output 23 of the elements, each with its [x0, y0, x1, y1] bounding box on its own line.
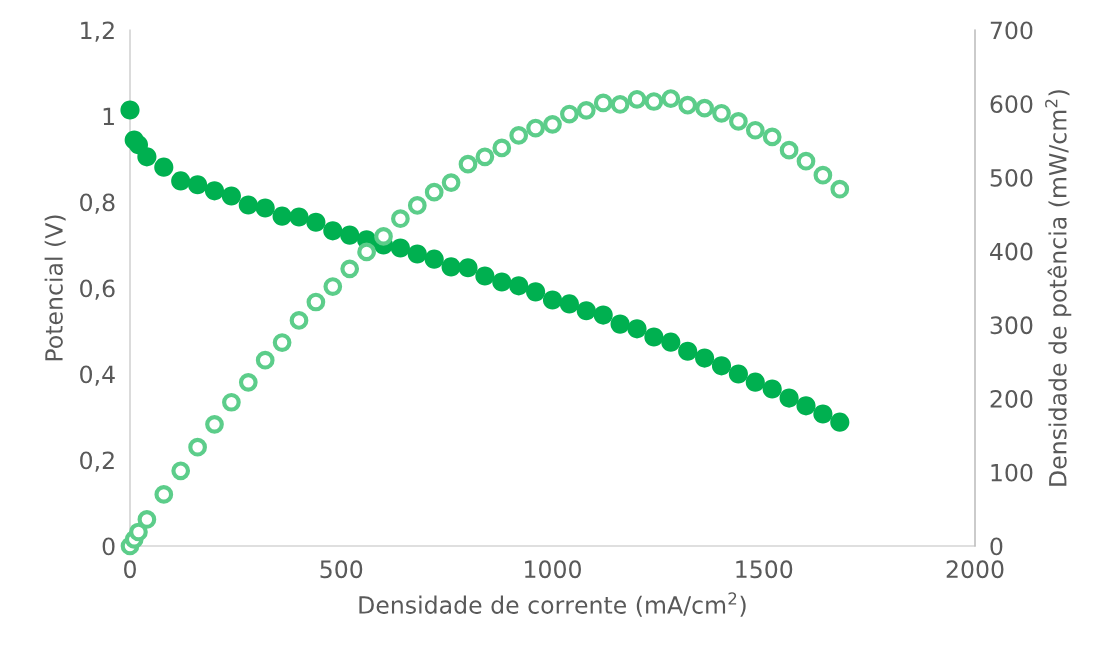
y2-tick-label: 400 [990, 242, 1033, 261]
y-tick-label: 0,8 [80, 193, 115, 214]
x-tick-label: 1500 [736, 560, 793, 579]
x-tick-label: 0 [124, 560, 136, 579]
y2-tick-label: 500 [990, 168, 1033, 187]
y-tick-label: 1,2 [81, 21, 114, 42]
y2-tick-label: 600 [990, 95, 1033, 114]
y-tick-label: 0,2 [80, 451, 114, 472]
y2-tick-label: 200 [990, 390, 1033, 408]
y-tick-label: 1 [103, 107, 114, 125]
x-tick-label: 2000 [946, 560, 1004, 579]
y-tick-label: 0 [102, 537, 115, 556]
x-axis-title: Densidade de corrente (mA/cm$^{2}$) [359, 592, 746, 617]
y-tick-label: 0,6 [80, 279, 115, 300]
x-tick-label: 1000 [525, 560, 581, 579]
y-tick-label: 0,4 [80, 365, 115, 386]
y2-tick-label: 0 [990, 537, 1003, 556]
x-tick-label: 500 [320, 560, 363, 579]
y-axis-title: Potencial (V) [44, 215, 66, 361]
y2-tick-label: 100 [991, 463, 1033, 482]
y2-axis-title: Densidade de potência (mW/cm$^{2}$) [1045, 90, 1072, 486]
y2-tick-label: 300 [990, 316, 1033, 335]
y2-tick-label: 700 [990, 21, 1033, 40]
